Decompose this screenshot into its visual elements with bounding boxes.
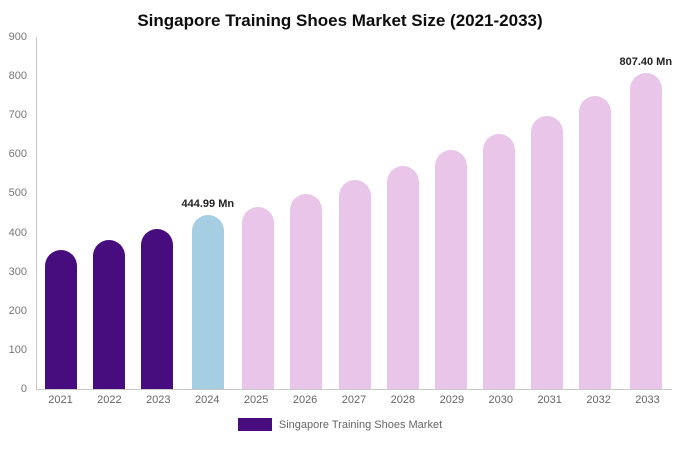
x-tick-label-2022: 2022 bbox=[97, 394, 122, 406]
bar-group-2031 bbox=[523, 37, 571, 389]
plot-area: 444.99 Mn 807.40 Mn bbox=[37, 37, 672, 389]
bar-2027 bbox=[338, 180, 371, 389]
bar-group-2023 bbox=[133, 37, 181, 389]
bar-2024 bbox=[191, 214, 224, 389]
bar-2025 bbox=[242, 206, 275, 389]
y-tick-label: 300 bbox=[8, 265, 27, 278]
bar-2028 bbox=[386, 166, 419, 389]
x-tick-label-2031: 2031 bbox=[537, 394, 562, 406]
bar-chart: 0 100 200 300 400 500 600 700 800 900 444.99 Mn 80… bbox=[9, 31, 672, 395]
y-tick-label: 400 bbox=[8, 226, 27, 239]
y-tick-label: 100 bbox=[8, 343, 27, 356]
legend-label: Singapore Training Shoes Market bbox=[278, 418, 443, 431]
bar-2030 bbox=[483, 133, 516, 389]
y-tick-label: 700 bbox=[8, 109, 27, 122]
x-tick-label-2030: 2030 bbox=[488, 394, 513, 406]
bar-group-2021 bbox=[37, 37, 85, 389]
bar-group-2024: 444.99 Mn bbox=[181, 37, 235, 389]
bar-2029 bbox=[434, 150, 467, 389]
x-tick-label-2028: 2028 bbox=[390, 394, 416, 406]
bar-value-label-2024: 444.99 Mn bbox=[181, 197, 235, 210]
x-tick-label-2021: 2021 bbox=[48, 394, 73, 406]
x-tick-label-2029: 2029 bbox=[439, 394, 465, 406]
x-tick-label-2025: 2025 bbox=[243, 394, 269, 406]
x-tick-label-2024: 2024 bbox=[194, 394, 220, 406]
bar-group-2026 bbox=[282, 37, 330, 389]
legend-swatch bbox=[237, 418, 272, 431]
bar-group-2032 bbox=[571, 37, 619, 389]
x-axis: 2021 2022 2023 2024 2025 2026 2027 2028 2029 2030… bbox=[36, 394, 672, 406]
bar-2023 bbox=[141, 228, 174, 389]
bar-2032 bbox=[579, 96, 612, 389]
bar-2021 bbox=[45, 250, 78, 389]
y-tick-label: 200 bbox=[8, 304, 27, 317]
bar-group-2027 bbox=[330, 37, 378, 389]
x-tick-label-2023: 2023 bbox=[146, 394, 171, 406]
bar-2022 bbox=[93, 240, 126, 389]
x-tick-label-2032: 2032 bbox=[586, 394, 611, 406]
y-axis: 0 100 200 300 400 500 600 700 800 900 bbox=[1, 31, 31, 395]
bar-group-2028 bbox=[379, 37, 427, 389]
bar-group-2025 bbox=[234, 37, 282, 389]
y-tick-label: 800 bbox=[8, 70, 27, 83]
y-tick-label: 0 bbox=[20, 383, 27, 395]
legend: Singapore Training Shoes Market bbox=[0, 418, 680, 431]
chart-title: Singapore Training Shoes Market Size (20… bbox=[137, 11, 543, 30]
bar-group-2030 bbox=[475, 37, 523, 389]
bar-group-2029 bbox=[427, 37, 475, 389]
y-tick-label: 500 bbox=[8, 187, 27, 200]
y-tick-label: 600 bbox=[8, 148, 27, 161]
bar-2026 bbox=[290, 194, 323, 389]
bar-group-2022 bbox=[85, 37, 133, 389]
x-tick-label-2033: 2033 bbox=[635, 394, 660, 406]
bar-2033 bbox=[629, 73, 662, 389]
bar-value-label-2033: 807.40 Mn bbox=[619, 56, 673, 69]
bar-2031 bbox=[531, 115, 564, 389]
y-tick-label: 900 bbox=[8, 31, 27, 43]
bar-group-2033: 807.40 Mn bbox=[619, 37, 672, 389]
x-tick-label-2026: 2026 bbox=[292, 394, 318, 406]
x-tick-label-2027: 2027 bbox=[341, 394, 367, 406]
